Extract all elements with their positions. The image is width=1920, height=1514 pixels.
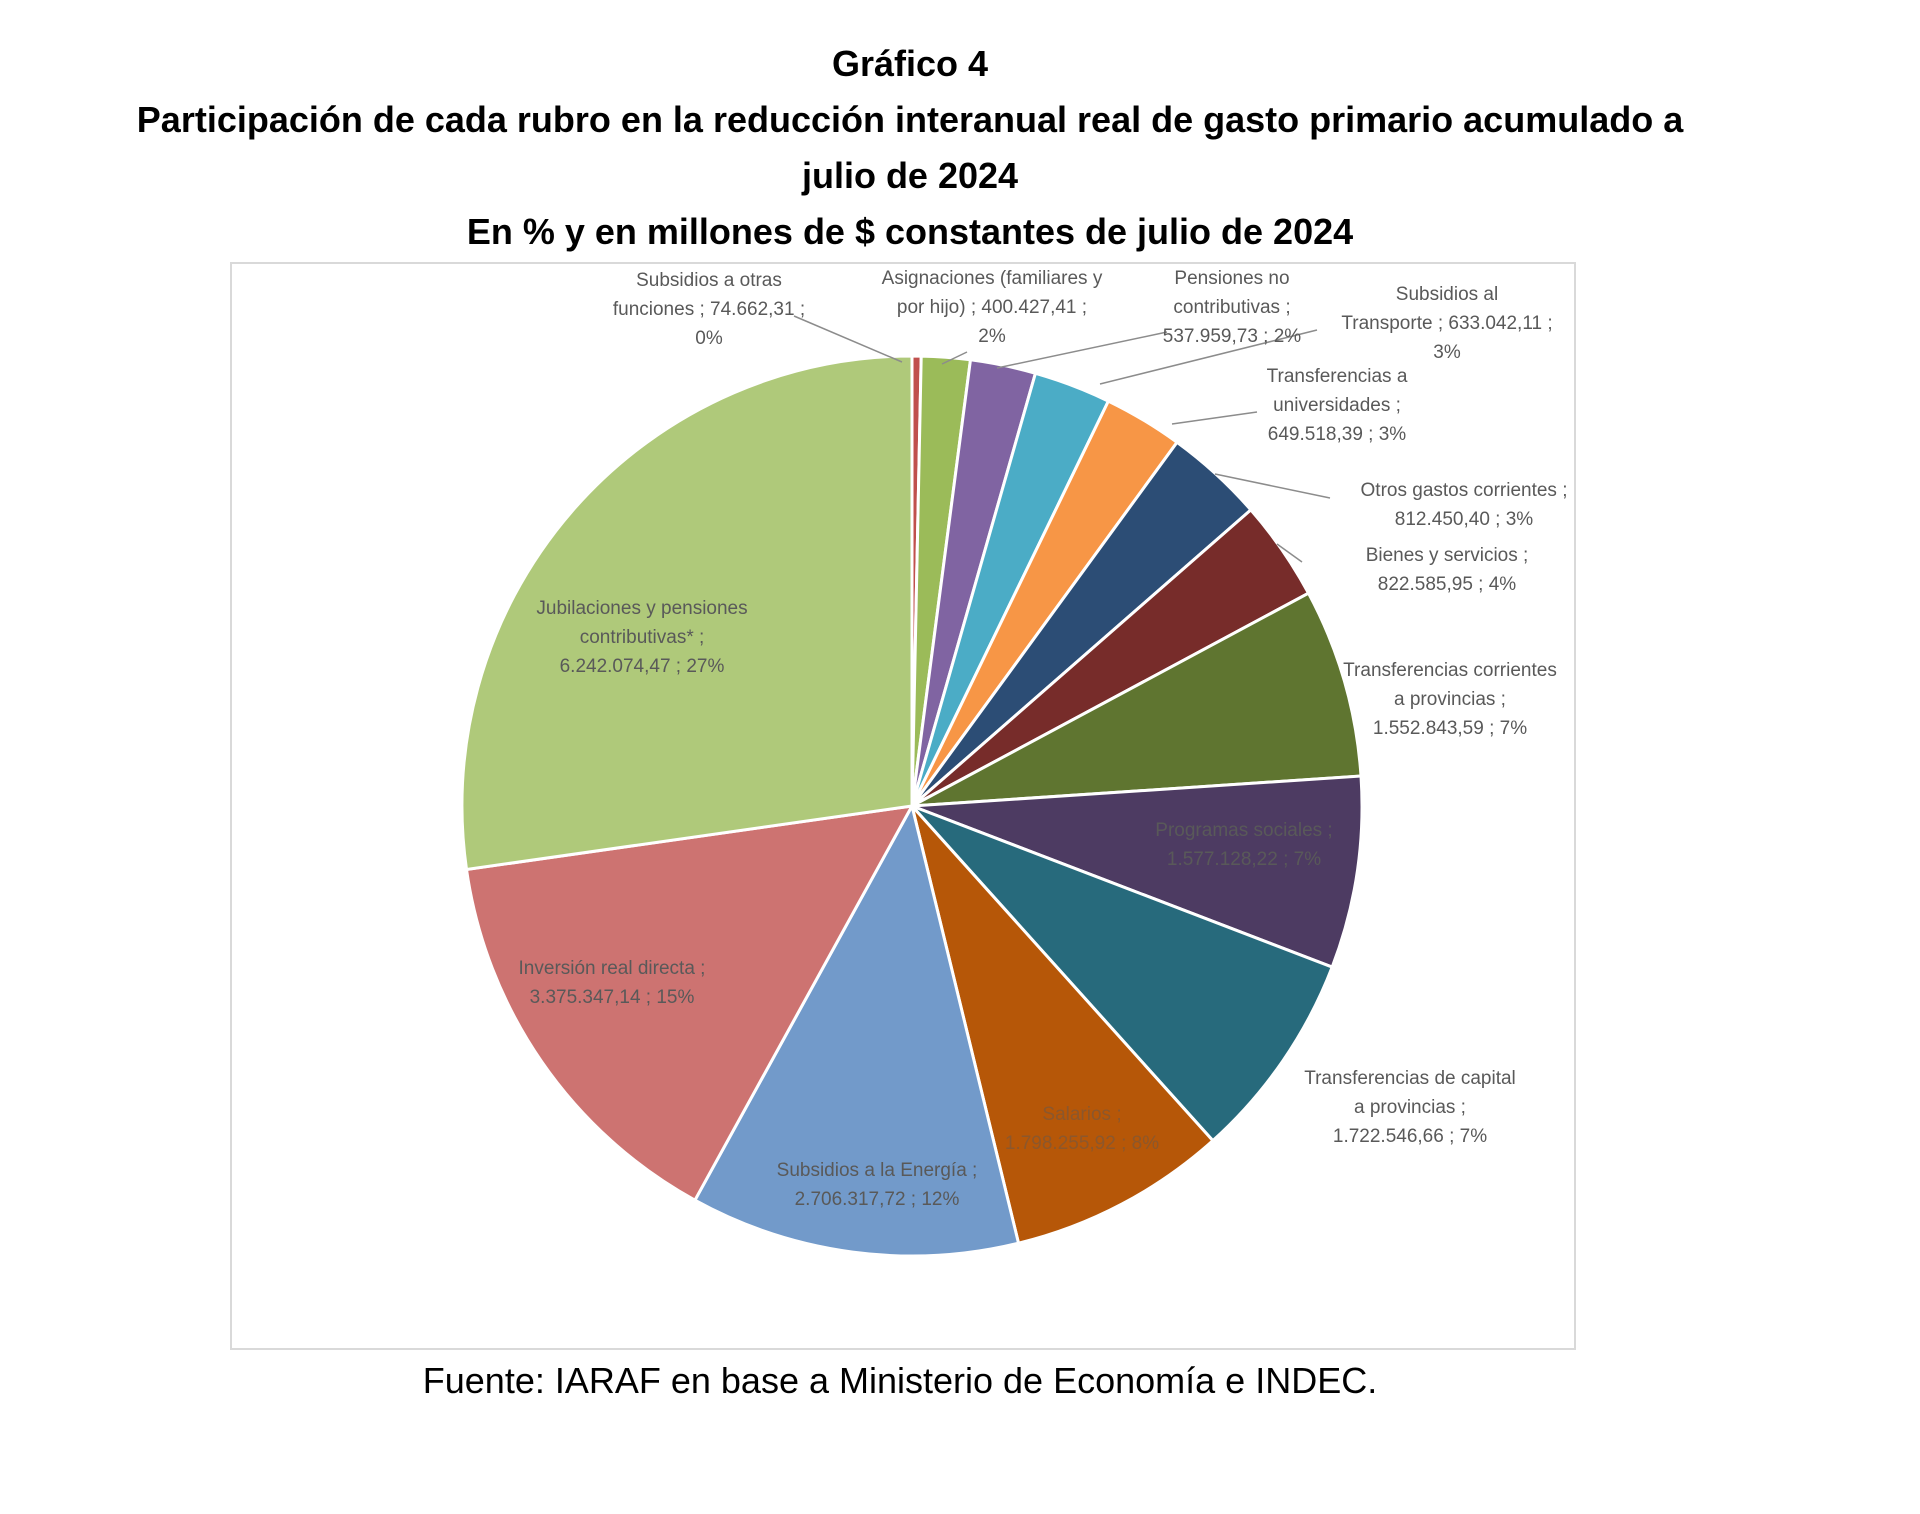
- data-label-14: Jubilaciones y pensiones contributivas* ;…: [536, 598, 747, 677]
- chart-title-line2: julio de 2024: [801, 155, 1019, 196]
- chart-area: Subsidios a otras funciones ; 74.662,31 ;…: [230, 262, 1576, 1350]
- data-label-10: Transferencias de capital a provincias ; 1…: [1304, 1068, 1516, 1147]
- chart-title-line1: Participación de cada rubro en la reducc…: [136, 99, 1684, 140]
- data-label-13: Inversión real directa ; 3.375.347,14 ; 1…: [519, 958, 706, 1008]
- chart-subtitle: En % y en millones de $ constantes de ju…: [466, 211, 1354, 252]
- pie-slice-10: [910, 804, 1335, 1143]
- data-label-12: Subsidios a la Energía ; 2.706.317,72 ; 1…: [777, 1160, 978, 1210]
- data-label-3: Pensiones no contributivas ; 537.959,73 ; …: [1163, 268, 1301, 347]
- pie-slice-12: [692, 801, 1021, 1258]
- pie-slice-8: [911, 591, 1363, 808]
- pie-slice-14: [460, 354, 914, 872]
- pie-slice-13: [464, 804, 915, 1203]
- data-label-4: Subsidios al Transporte ; 633.042,11 ; 3%: [1341, 284, 1552, 363]
- leader-line-6: [1214, 473, 1331, 499]
- leader-line-2: [941, 351, 968, 365]
- leader-line-4: [1099, 329, 1318, 385]
- pie-slices: [460, 354, 1364, 1258]
- data-label-9: Programas sociales ; 1.577.128,22 ; 7%: [1155, 820, 1332, 870]
- leader-line-7: [1276, 543, 1303, 563]
- pie-slice-11: [910, 804, 1215, 1246]
- figure-number: Gráfico 4: [831, 43, 989, 84]
- leader-line-5: [1171, 411, 1258, 425]
- data-label-1: Subsidios a otras funciones ; 74.662,31 ;…: [613, 270, 805, 349]
- leader-line-3: [996, 331, 1168, 369]
- data-label-8: Transferencias corrientes a provincias ; 1…: [1343, 660, 1557, 739]
- source-note: Fuente: IARAF en base a Ministerio de Ec…: [422, 1360, 1378, 1401]
- leader-lines: [793, 315, 1331, 563]
- data-label-2: Asignaciones (familiares y por hijo) ; 40…: [882, 268, 1103, 347]
- data-label-5: Transferencias a universidades ; 649.518,3…: [1267, 366, 1408, 445]
- data-label-11: Salarios ; 1.798.255,92 ; 8%: [1005, 1104, 1159, 1154]
- pie-slice-9: [911, 774, 1364, 969]
- data-labels: Subsidios a otras funciones ; 74.662,31 ;…: [519, 268, 1568, 1210]
- pie-chart: Subsidios a otras funciones ; 74.662,31 ;…: [460, 268, 1568, 1258]
- data-label-7: Bienes y servicios ; 822.585,95 ; 4%: [1366, 545, 1529, 595]
- leader-line-1: [793, 315, 903, 363]
- data-label-6: Otros gastos corrientes ; 812.450,40 ; 3%: [1361, 480, 1568, 530]
